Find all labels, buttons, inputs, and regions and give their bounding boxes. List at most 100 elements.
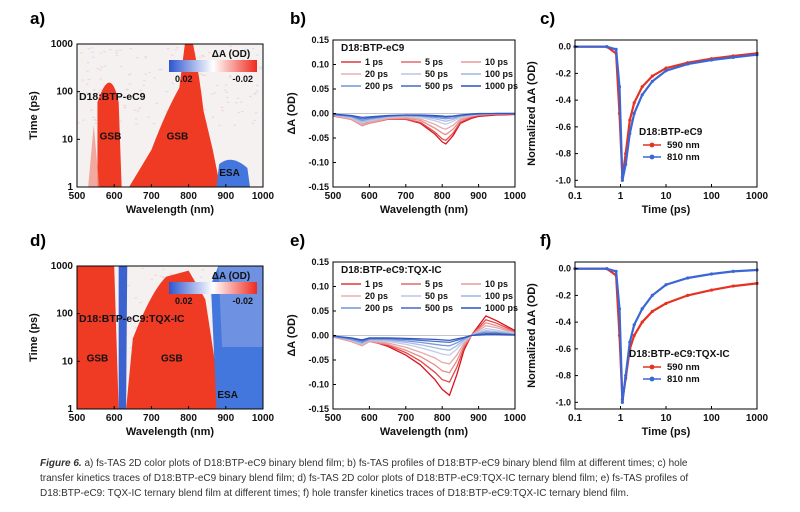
panel-f-x-tick-label: 10: [660, 413, 672, 424]
panel-a-noise-dot: [119, 49, 122, 51]
panel-a-noise-dot: [80, 52, 83, 54]
panel-a-noise-dot: [128, 83, 132, 85]
panel-a-noise-dot: [176, 47, 179, 49]
panel-c-point: [620, 178, 624, 182]
panel-a-noise-dot: [140, 92, 144, 94]
panel-d-noise-dot: [141, 267, 145, 270]
panel-a-noise-dot: [261, 66, 263, 68]
panel-d-noise-dot: [199, 276, 203, 278]
panel-a-noise-dot: [221, 109, 225, 112]
panel-a-noise-dot: [252, 47, 255, 50]
panel-a-noise-dot: [93, 119, 97, 121]
panel-f-point: [709, 288, 714, 292]
panel-c-y-tick-label: -0.2: [555, 68, 571, 78]
panel-a-noise-dot: [86, 70, 89, 72]
panel-a-noise-dot: [241, 110, 244, 113]
panel-a-noise-dot: [218, 124, 221, 127]
panel-a-noise-dot: [246, 50, 249, 52]
panel-a-noise-dot: [144, 55, 147, 58]
panel-a-noise-dot: [90, 109, 93, 111]
panel-d-noise-dot: [129, 347, 133, 349]
panel-d-y-tick-label: 100: [56, 309, 73, 320]
panel-e-legend-label: 500 ps: [425, 303, 453, 313]
panel-e-legend-label: 1000 ps: [485, 303, 518, 313]
panel-c-legend-label: 590 nm: [667, 140, 700, 151]
panel-a-noise-dot: [96, 68, 99, 70]
panel-a-noise-dot: [256, 54, 259, 56]
panel-d: 500 600 700 800 900 1000 Wavelength (nm) 1 10 100…: [28, 261, 275, 438]
panel-a-noise-dot: [203, 74, 207, 76]
panel-f-point: [650, 309, 654, 314]
panel-a-esa-region: [216, 159, 250, 187]
panel-a-gsb-region-1: [97, 82, 122, 187]
panel-a-noise-dot: [253, 119, 256, 122]
panel-a-colorbar: [169, 60, 257, 72]
panel-c-sample-label: D18:BTP-eC9: [639, 127, 703, 138]
panel-a-noise-dot: [99, 78, 102, 80]
panel-c-legend-label: 810 nm: [667, 152, 700, 163]
panel-e-x-tick-label: 800: [434, 413, 451, 424]
panel-c-x-tick-label: 100: [703, 191, 720, 202]
panel-f-sample-label: D18:BTP-eC9:TQX-IC: [629, 349, 730, 360]
panel-b-y-tick-label: 0.10: [311, 60, 329, 70]
panel-b-sample-label: D18:BTP-eC9: [341, 43, 405, 54]
panel-a-colorbar-title: ΔA (OD): [212, 49, 250, 60]
panel-a-noise-dot: [82, 119, 85, 121]
panel-d-x-tick-label: 1000: [252, 413, 275, 424]
panel-d-noise-dot: [134, 327, 137, 329]
panel-a-noise-dot: [237, 111, 241, 114]
panel-a-noise-dot: [123, 104, 126, 107]
panel-a-noise-dot: [249, 95, 252, 98]
panel-a-noise-dot: [86, 61, 90, 64]
panel-c-y-tick-label: -0.4: [555, 95, 571, 105]
panel-a-noise-dot: [236, 97, 240, 99]
panel-d-colorbar-min: 0.02: [175, 296, 193, 306]
panel-a-noise-dot: [115, 52, 118, 54]
panel-d-colorbar-title: ΔA (OD): [212, 271, 250, 282]
panel-b-legend-label: 20 ps: [365, 69, 388, 79]
panel-a-noise-dot: [123, 106, 127, 109]
panel-a-annotation-gsb: GSB: [167, 131, 189, 142]
panel-e-x-tick-label: 500: [325, 413, 342, 424]
panel-d-colorbar-max: -0.02: [232, 296, 253, 306]
panel-c-frame: [574, 39, 758, 188]
panel-d-frame: [76, 265, 264, 410]
panel-e-legend-label: 50 ps: [425, 291, 448, 301]
panel-a-noise-dot: [147, 116, 150, 118]
panel-e-x-tick-label: 700: [397, 413, 414, 424]
panel-e-series-1ps: [332, 315, 516, 397]
panel-a-noise-dot: [225, 96, 229, 99]
panel-a-noise-dot: [119, 65, 123, 68]
panel-d-noise-dot: [201, 269, 205, 271]
panel-f-legend-marker: [649, 364, 655, 370]
panel-a-noise-dot: [143, 79, 146, 82]
panel-d-noise-dot: [154, 274, 158, 276]
panel-f-series-810nm: [575, 267, 758, 403]
panel-a-noise-dot: [100, 66, 104, 68]
caption-line-2: transfer kinetics traces of D18:BTP-eC9 …: [40, 473, 689, 484]
panel-d-noise-dot: [117, 315, 120, 317]
panel-a-noise-dot: [133, 109, 137, 111]
panel-a-noise-dot: [127, 74, 131, 76]
panel-f-y-axis-title: Normalized ΔA (OD): [526, 283, 538, 388]
panel-d-y-tick-label: 10: [62, 356, 74, 367]
panel-e-y-tick-label: 0.00: [311, 331, 329, 341]
panel-a-noise-dot: [91, 56, 95, 58]
panel-a-noise-dot: [144, 57, 148, 59]
panel-f-y-tick-label: -0.8: [555, 371, 571, 381]
panel-d-gsb-region-1: [77, 266, 119, 409]
panel-c-point: [650, 79, 654, 84]
panel-f-x-axis-title: Time (ps): [642, 426, 691, 438]
panel-e-series-1000ps: [332, 333, 516, 342]
panel-a-noise-dot: [144, 73, 147, 75]
panel-d-x-tick-label: 900: [217, 413, 234, 424]
panel-a-noise-dot: [135, 123, 138, 125]
panel-a-colorbar-min: 0.02: [175, 74, 193, 84]
panel-a-x-tick-label: 600: [106, 191, 123, 202]
panel-a-noise-dot: [225, 91, 228, 93]
panel-a-noise-dot: [251, 122, 255, 124]
panel-a-noise-dot: [202, 55, 205, 58]
panel-f-x-tick-label: 100: [703, 413, 720, 424]
panel-b-x-axis-title: Wavelength (nm): [380, 204, 469, 216]
